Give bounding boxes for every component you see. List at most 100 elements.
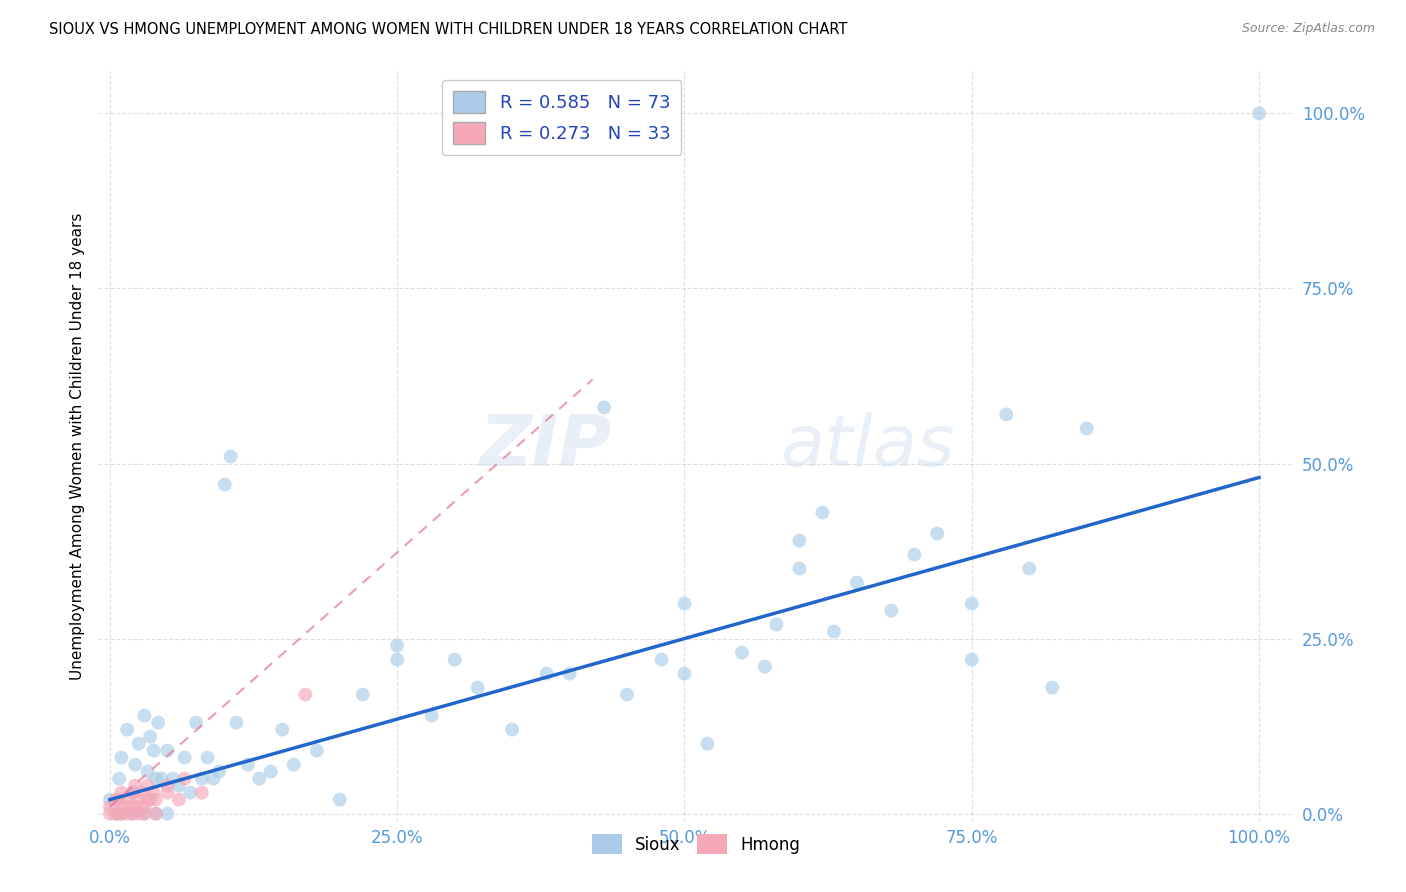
Point xyxy=(120,799,142,814)
Point xyxy=(131,786,153,800)
Point xyxy=(1076,421,1098,435)
Point xyxy=(305,743,328,757)
Y-axis label: Unemployment Among Women with Children Under 18 years: Unemployment Among Women with Children U… xyxy=(69,212,84,680)
Point xyxy=(145,792,167,806)
Point xyxy=(214,477,236,491)
Point xyxy=(122,786,145,800)
Point xyxy=(156,786,179,800)
Point xyxy=(156,743,179,757)
Point xyxy=(191,786,214,800)
Point xyxy=(593,401,616,415)
Point xyxy=(420,708,443,723)
Point xyxy=(247,772,270,786)
Point xyxy=(811,506,834,520)
Point xyxy=(115,806,138,821)
Point xyxy=(754,659,776,673)
Point xyxy=(927,526,949,541)
Point xyxy=(115,723,138,737)
Point xyxy=(197,750,219,764)
Point xyxy=(225,715,247,730)
Point xyxy=(98,792,121,806)
Point xyxy=(173,750,195,764)
Point xyxy=(136,764,159,779)
Point xyxy=(115,792,138,806)
Point xyxy=(823,624,845,639)
Point xyxy=(765,617,787,632)
Point xyxy=(202,772,225,786)
Point xyxy=(108,772,131,786)
Legend: Sioux, Hmong: Sioux, Hmong xyxy=(585,828,807,861)
Point xyxy=(236,757,259,772)
Point xyxy=(162,772,184,786)
Point xyxy=(134,806,156,821)
Point xyxy=(142,743,165,757)
Point xyxy=(98,806,121,821)
Point xyxy=(995,408,1018,422)
Point xyxy=(167,792,190,806)
Point xyxy=(271,723,294,737)
Point xyxy=(789,533,811,548)
Point xyxy=(903,548,925,562)
Point xyxy=(443,652,465,666)
Point xyxy=(156,806,179,821)
Point xyxy=(283,757,305,772)
Text: SIOUX VS HMONG UNEMPLOYMENT AMONG WOMEN WITH CHILDREN UNDER 18 YEARS CORRELATION: SIOUX VS HMONG UNEMPLOYMENT AMONG WOMEN … xyxy=(49,22,848,37)
Point xyxy=(150,772,173,786)
Text: atlas: atlas xyxy=(779,411,955,481)
Point xyxy=(139,730,162,744)
Point xyxy=(673,666,696,681)
Point xyxy=(104,792,127,806)
Point xyxy=(145,772,167,786)
Text: ZIP: ZIP xyxy=(479,411,613,481)
Point xyxy=(179,786,201,800)
Point xyxy=(501,723,523,737)
Point xyxy=(110,806,132,821)
Point xyxy=(124,757,146,772)
Point xyxy=(208,764,231,779)
Point xyxy=(136,779,159,793)
Point xyxy=(139,792,162,806)
Point xyxy=(167,779,190,793)
Point xyxy=(134,708,156,723)
Text: Source: ZipAtlas.com: Source: ZipAtlas.com xyxy=(1241,22,1375,36)
Point xyxy=(1247,106,1270,120)
Point xyxy=(329,792,352,806)
Point xyxy=(122,806,145,821)
Point xyxy=(104,806,127,821)
Point xyxy=(191,772,214,786)
Point xyxy=(173,772,195,786)
Point xyxy=(880,603,903,617)
Point xyxy=(385,639,409,653)
Point xyxy=(467,681,489,695)
Point xyxy=(124,799,146,814)
Point xyxy=(673,597,696,611)
Point xyxy=(731,646,754,660)
Point xyxy=(219,450,242,464)
Point xyxy=(122,806,145,821)
Point xyxy=(352,688,374,702)
Point xyxy=(789,561,811,575)
Point xyxy=(128,792,150,806)
Point xyxy=(696,737,718,751)
Point xyxy=(122,786,145,800)
Point xyxy=(136,792,159,806)
Point xyxy=(104,806,127,821)
Point xyxy=(1040,681,1063,695)
Point xyxy=(110,750,132,764)
Point xyxy=(294,688,316,702)
Point xyxy=(616,688,638,702)
Point xyxy=(145,806,167,821)
Point xyxy=(845,575,868,590)
Point xyxy=(960,597,983,611)
Point xyxy=(142,786,165,800)
Point xyxy=(134,806,156,821)
Point xyxy=(260,764,283,779)
Point xyxy=(124,779,146,793)
Point xyxy=(558,666,581,681)
Point xyxy=(110,786,132,800)
Point xyxy=(148,715,170,730)
Point xyxy=(650,652,672,666)
Point xyxy=(128,737,150,751)
Point xyxy=(960,652,983,666)
Point xyxy=(1018,561,1040,575)
